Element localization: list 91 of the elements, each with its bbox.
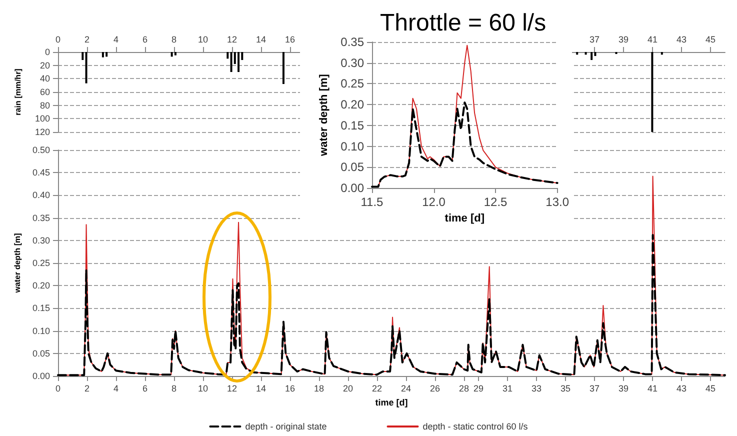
x-tick-label: 8 xyxy=(171,34,177,44)
x-tick-label: 14 xyxy=(256,384,266,394)
bar xyxy=(170,52,173,57)
y-tick-label: 0.05 xyxy=(340,160,364,174)
x-tick-label: 12.0 xyxy=(422,195,446,209)
y-tick-label: 20 xyxy=(40,60,50,70)
x-tick-label: 33 xyxy=(531,384,542,394)
y-axis-title: water depth [m] xyxy=(13,232,22,294)
x-tick-label: 41 xyxy=(647,384,658,394)
x-tick-label: 12 xyxy=(226,34,238,44)
y-tick-label: 0.10 xyxy=(340,139,364,154)
x-tick-label: 45 xyxy=(705,34,716,44)
y-tick-label: 0.40 xyxy=(32,190,50,200)
y-tick-label: 0.25 xyxy=(340,76,364,91)
x-tick-label: 29 xyxy=(473,384,484,394)
x-tick-label: 0 xyxy=(55,34,61,44)
x-tick-label: 31 xyxy=(502,384,513,394)
y-tick-label: 0.25 xyxy=(32,258,50,268)
y-tick-label: 40 xyxy=(40,74,50,84)
x-tick-label: 22 xyxy=(372,384,382,394)
y-tick-label: 100 xyxy=(34,114,50,124)
x-tick-label: 0 xyxy=(55,384,61,394)
bar xyxy=(590,52,593,60)
bar xyxy=(82,52,84,60)
bar xyxy=(230,52,232,72)
x-tick-label: 6 xyxy=(142,34,148,44)
y-tick-label: 0.00 xyxy=(340,181,364,195)
y-tick-label: 120 xyxy=(34,127,50,137)
x-tick-label: 13.0 xyxy=(546,195,570,209)
bar xyxy=(85,52,88,84)
x-tick-label: 10 xyxy=(198,384,208,394)
x-tick-label: 11.5 xyxy=(360,195,384,209)
x-tick-label: 43 xyxy=(676,384,687,394)
y-tick-label: 0.05 xyxy=(32,348,50,358)
x-tick-label: 39 xyxy=(618,34,629,44)
y-tick-label: 0 xyxy=(44,47,50,57)
y-tick-label: 60 xyxy=(40,87,50,97)
bar xyxy=(584,52,587,55)
bar xyxy=(576,52,578,55)
y-tick-label: 0.10 xyxy=(32,326,50,336)
x-tick-label: 2 xyxy=(84,34,90,44)
y-tick-label: 0.15 xyxy=(32,303,50,314)
x-tick-label: 39 xyxy=(618,384,629,394)
x-tick-label: 4 xyxy=(113,384,119,394)
x-tick-label: 28 xyxy=(458,384,470,394)
x-tick-label: 4 xyxy=(113,34,119,44)
x-tick-label: 14 xyxy=(256,34,266,44)
y-axis-title: water depth [m] xyxy=(318,74,330,157)
y-tick-label: 0.45 xyxy=(32,168,50,178)
x-tick-label: 12.5 xyxy=(484,195,508,209)
y-tick-label: 0.20 xyxy=(340,98,364,112)
y-tick-label: 0.50 xyxy=(32,145,50,155)
x-axis-title: time [d] xyxy=(375,398,408,408)
x-tick-label: 37 xyxy=(589,34,600,44)
y-tick-label: 0.15 xyxy=(340,118,364,132)
legend-label: depth - original state xyxy=(245,422,327,432)
bar xyxy=(660,52,663,55)
x-tick-label: 37 xyxy=(589,384,600,394)
bar xyxy=(594,52,596,56)
bar xyxy=(238,52,240,72)
legend-label: depth - static control 60 l/s xyxy=(422,422,528,432)
bar xyxy=(174,52,176,56)
x-tick-label: 45 xyxy=(705,384,716,394)
chart-title: Throttle = 60 l/s xyxy=(380,10,546,36)
y-tick-label: 0.35 xyxy=(340,35,364,49)
x-tick-label: 24 xyxy=(400,384,412,394)
bar xyxy=(282,52,284,84)
x-tick-label: 41 xyxy=(647,34,658,44)
x-axis-title: time [d] xyxy=(444,212,485,224)
x-tick-label: 18 xyxy=(314,384,324,394)
y-tick-label: 0.20 xyxy=(32,280,50,291)
bar xyxy=(102,52,104,58)
x-tick-label: 6 xyxy=(142,384,148,394)
x-tick-label: 26 xyxy=(430,384,440,394)
y-tick-label: 0.35 xyxy=(32,212,50,223)
x-tick-label: 8 xyxy=(171,384,177,394)
y-tick-label: 0.00 xyxy=(32,371,50,381)
y-tick-label: 0.30 xyxy=(32,235,50,246)
bar xyxy=(226,52,229,59)
bar xyxy=(651,52,654,132)
x-tick-label: 2 xyxy=(84,384,90,394)
y-tick-label: 0.30 xyxy=(340,56,364,70)
x-tick-label: 16 xyxy=(284,384,296,394)
x-tick-label: 12 xyxy=(226,384,238,394)
y-tick-label: 80 xyxy=(40,100,50,110)
x-tick-label: 35 xyxy=(560,384,571,394)
bar xyxy=(106,52,108,57)
y-axis-title: rain [mm/hr] xyxy=(14,68,22,116)
x-tick-label: 43 xyxy=(676,34,687,44)
x-tick-label: 10 xyxy=(198,34,208,44)
x-tick-label: 16 xyxy=(284,34,296,44)
